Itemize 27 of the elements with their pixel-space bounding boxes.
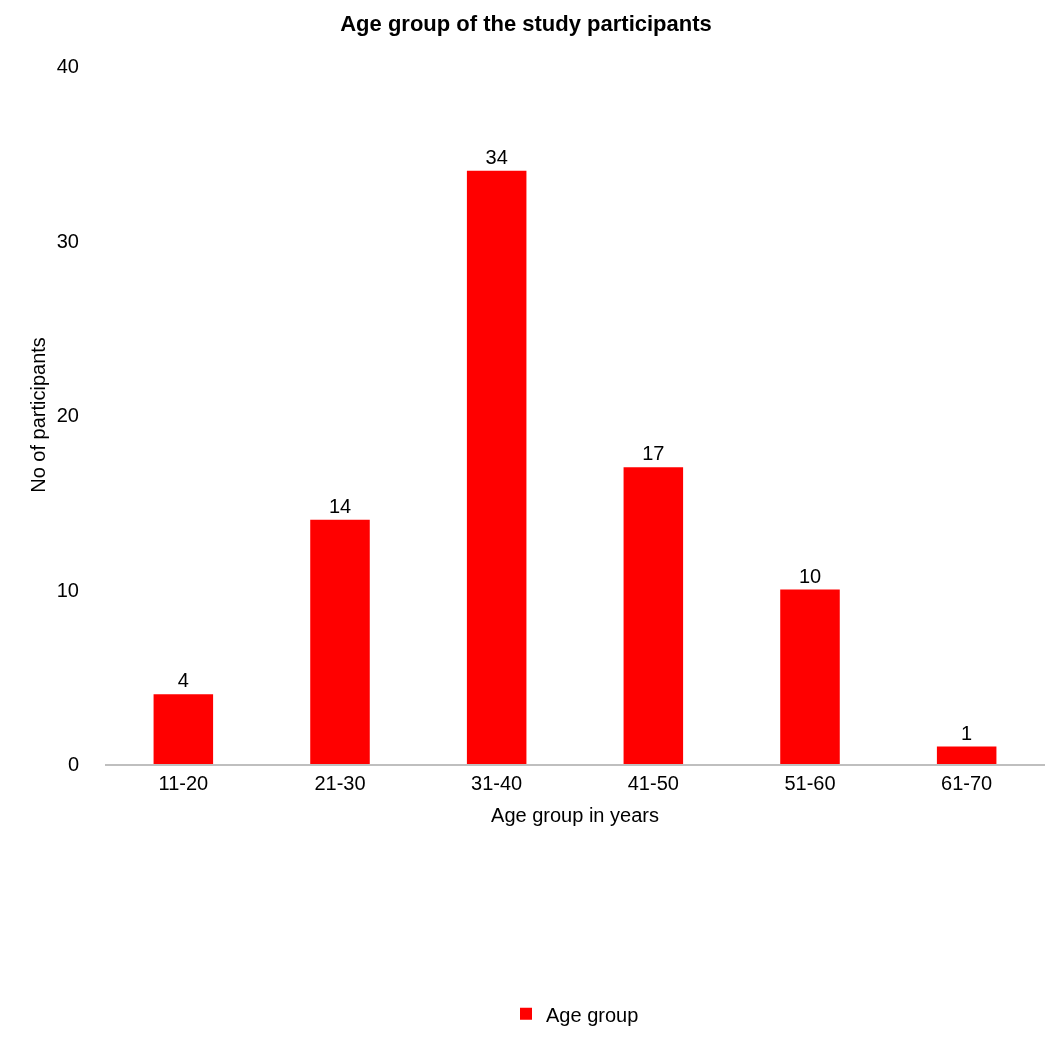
bar bbox=[623, 467, 684, 764]
y-axis-title: No of participants bbox=[27, 337, 50, 493]
data-label: 4 bbox=[177, 669, 189, 692]
bar bbox=[780, 589, 840, 764]
y-tick-label: 30 bbox=[56, 229, 79, 252]
bar bbox=[466, 170, 527, 764]
bar bbox=[153, 694, 214, 764]
y-tick-label: 0 bbox=[67, 753, 79, 775]
x-tick-label: 31-40 bbox=[471, 771, 523, 794]
data-label: 17 bbox=[642, 442, 665, 465]
y-tick-label: 40 bbox=[56, 55, 79, 77]
legend-label: Age group bbox=[546, 1003, 639, 1026]
chart-title: Age group of the study participants bbox=[340, 11, 712, 36]
x-tick-label: 51-60 bbox=[784, 771, 836, 794]
bar bbox=[936, 746, 997, 764]
data-label: 34 bbox=[485, 145, 508, 168]
x-tick-label: 11-20 bbox=[158, 771, 209, 794]
x-tick-label: 41-50 bbox=[627, 771, 679, 794]
data-label: 10 bbox=[798, 564, 822, 587]
y-tick-label: 20 bbox=[56, 404, 79, 426]
x-tick-label: 21-30 bbox=[314, 771, 366, 794]
data-label: 1 bbox=[961, 721, 973, 744]
x-axis-title: Age group in years bbox=[491, 803, 659, 826]
bar bbox=[310, 519, 370, 764]
y-tick-label: 10 bbox=[56, 578, 79, 601]
data-label: 14 bbox=[328, 494, 352, 517]
x-tick-label: 61-70 bbox=[941, 771, 993, 794]
